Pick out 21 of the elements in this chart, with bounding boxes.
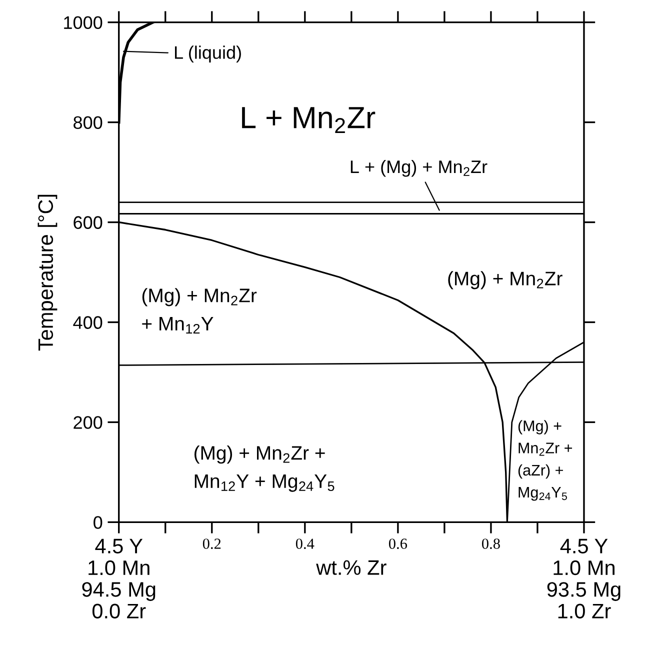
y-tick-label: 200	[74, 416, 102, 429]
text: (Mg) + Mn$_{2}$Zr + Mn$_{12}$Y	[142, 288, 257, 334]
x-tick-label: 4.5 Y 1.0 Mn 94.5 Mg 0.0 Zr	[82, 538, 156, 619]
text: (Mg) + Mn$_{2}$Zr + Mn$_{12}$Y + Mg$_{24}$Y$_{5}$	[194, 446, 334, 492]
y-tick-label: 600	[74, 216, 102, 229]
y-tick-label: 800	[74, 116, 102, 129]
y-tick-label: 400	[73, 316, 102, 329]
x-tick-label: 0.6	[388, 538, 408, 549]
annotation: L (liquid)	[174, 46, 241, 62]
x-tick-label: 0.2	[202, 538, 221, 549]
annotation: L + (Mg) + Mn$_{2}$Zr	[350, 160, 488, 177]
x-tick-label: 0.8	[482, 538, 500, 549]
annotation: (Mg) + Mn$_{2}$Zr	[448, 271, 562, 290]
x-axis-title: wt.% Zr	[316, 560, 386, 575]
y-tick-label: 0	[94, 516, 102, 529]
x-tick-label: 4.5 Y 1.0 Mn 93.5 Mg 1.0 Zr	[547, 538, 620, 619]
y-axis-title: Temperature [°C]	[38, 194, 58, 351]
x-tick-label: 0.4	[296, 538, 314, 549]
annotation: L + Mn$_{2}$Zr	[242, 107, 376, 133]
text: (Mg) + Mn$_{2}$Zr + (aZr) + Mg$_{24}$Y$_{5}$	[518, 420, 572, 501]
y-tick-label: 1000	[64, 16, 102, 30]
